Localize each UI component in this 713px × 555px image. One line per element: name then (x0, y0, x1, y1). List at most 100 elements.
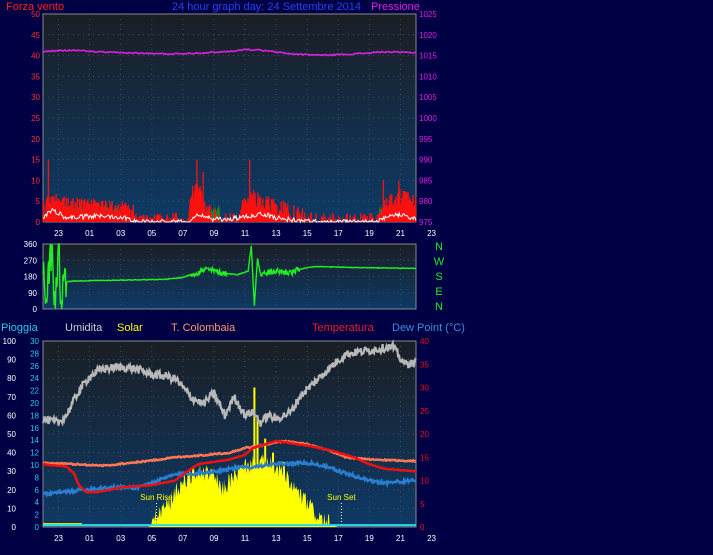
humidity-y-tick: 50 (7, 430, 16, 439)
wind-y-tick: 20 (31, 135, 40, 144)
solar-peak-series (253, 387, 285, 527)
time-tick: 07 (178, 534, 187, 543)
pressure-y-tick: 990 (419, 156, 433, 165)
rain-y-tick: 24 (30, 374, 39, 383)
legend-dew-point: Dew Point (°C) (392, 322, 465, 334)
time-tick: 23 (427, 229, 436, 238)
pressure-y-tick: 985 (419, 176, 433, 185)
temp-y-tick: 40 (420, 337, 429, 346)
temp-y-tick: 30 (420, 384, 429, 393)
temp-y-tick: 10 (420, 477, 429, 486)
temp-humidity-solar-panel: Pioggia Umidita Solar T. Colombaia Tempe… (1, 322, 465, 543)
wind-y-tick: 45 (31, 31, 40, 40)
wind-y-tick: 15 (31, 156, 40, 165)
time-tick: 23 (54, 534, 63, 543)
time-tick: 09 (210, 229, 219, 238)
direction-y-tick: 180 (24, 273, 38, 282)
pressure-y-tick: 1000 (419, 114, 437, 123)
direction-y-tick: 0 (33, 305, 38, 314)
time-tick: 01 (85, 534, 94, 543)
rain-y-tick: 18 (30, 411, 39, 420)
humidity-y-tick: 10 (7, 504, 16, 513)
chart-title: 24 hour graph day: 24 Settembre 2014 (172, 1, 361, 13)
humidity-series (41, 338, 417, 427)
pressure-y-tick: 975 (419, 218, 433, 227)
wind-y-tick: 35 (31, 72, 40, 81)
direction-y-tick: 90 (28, 289, 37, 298)
rain-y-tick: 10 (30, 461, 39, 470)
direction-compass-label: S (435, 271, 442, 283)
time-tick: 17 (334, 229, 343, 238)
legend-solar: Solar (117, 322, 143, 334)
wind-strength-label: Forza vento (6, 1, 64, 13)
direction-y-tick: 270 (24, 256, 38, 265)
sun-rise-label: Sun Rise (140, 493, 173, 502)
legend-temperature: Temperatura (312, 322, 375, 334)
temp-y-tick: 25 (420, 407, 429, 416)
humidity-y-tick: 30 (7, 467, 16, 476)
wind-y-tick: 50 (31, 10, 40, 19)
time-tick: 21 (396, 229, 405, 238)
direction-compass-label: N (435, 301, 443, 313)
wind-direction-series (42, 243, 417, 310)
pressure-y-tick: 995 (419, 135, 433, 144)
humidity-y-tick: 100 (3, 337, 17, 346)
temp-y-tick: 5 (420, 500, 425, 509)
direction-compass-label: N (435, 241, 443, 253)
time-tick: 23 (427, 534, 436, 543)
time-tick: 13 (272, 229, 281, 238)
temp-y-tick: 35 (420, 360, 429, 369)
pressure-y-tick: 1020 (419, 31, 437, 40)
rain-y-tick: 30 (30, 337, 39, 346)
time-tick: 11 (241, 534, 250, 543)
wind-y-tick: 40 (31, 52, 40, 61)
rain-y-tick: 4 (35, 498, 40, 507)
time-tick: 15 (303, 534, 312, 543)
temp-y-tick: 15 (420, 453, 429, 462)
legend-rain: Pioggia (1, 322, 39, 334)
time-tick: 23 (54, 229, 63, 238)
wind-y-tick: 25 (31, 114, 40, 123)
time-tick: 19 (365, 229, 374, 238)
pressure-y-tick: 1005 (419, 93, 437, 102)
humidity-y-tick: 70 (7, 393, 16, 402)
solar-area (43, 453, 416, 527)
direction-compass-label: E (435, 286, 442, 298)
wind-y-tick: 10 (31, 176, 40, 185)
temp-y-tick: 20 (420, 430, 429, 439)
time-tick: 15 (303, 229, 312, 238)
wind-gust-series (42, 207, 417, 224)
temp-y-tick: 0 (420, 523, 425, 532)
rain-y-tick: 20 (30, 399, 39, 408)
rain-y-tick: 12 (30, 449, 39, 458)
pressure-y-tick: 1015 (419, 52, 437, 61)
temp-colombaia-series (42, 439, 417, 468)
rain-y-tick: 2 (35, 511, 40, 520)
humidity-y-tick: 0 (12, 523, 17, 532)
wind-y-tick: 30 (31, 93, 40, 102)
direction-compass-label: W (434, 256, 445, 268)
rain-y-tick: 26 (30, 362, 39, 371)
rain-y-tick: 28 (30, 349, 39, 358)
background-area (466, 0, 713, 555)
rain-y-tick: 8 (35, 473, 40, 482)
dew-point-series (42, 458, 417, 499)
time-tick: 03 (116, 534, 125, 543)
rain-y-tick: 22 (30, 387, 39, 396)
humidity-y-tick: 40 (7, 449, 16, 458)
time-tick: 19 (365, 534, 374, 543)
time-tick: 11 (241, 229, 250, 238)
rain-y-tick: 0 (35, 523, 40, 532)
humidity-y-tick: 60 (7, 411, 16, 420)
rain-y-tick: 16 (30, 424, 39, 433)
wind-y-tick: 5 (36, 197, 41, 206)
sun-set-label: Sun Set (327, 493, 356, 502)
pressure-y-tick: 1025 (419, 10, 437, 19)
pressure-y-tick: 1010 (419, 72, 437, 81)
time-tick: 07 (178, 229, 187, 238)
time-tick: 05 (147, 534, 156, 543)
legend-humidity: Umidita (65, 322, 103, 334)
time-tick: 05 (147, 229, 156, 238)
pressure-y-tick: 980 (419, 197, 433, 206)
